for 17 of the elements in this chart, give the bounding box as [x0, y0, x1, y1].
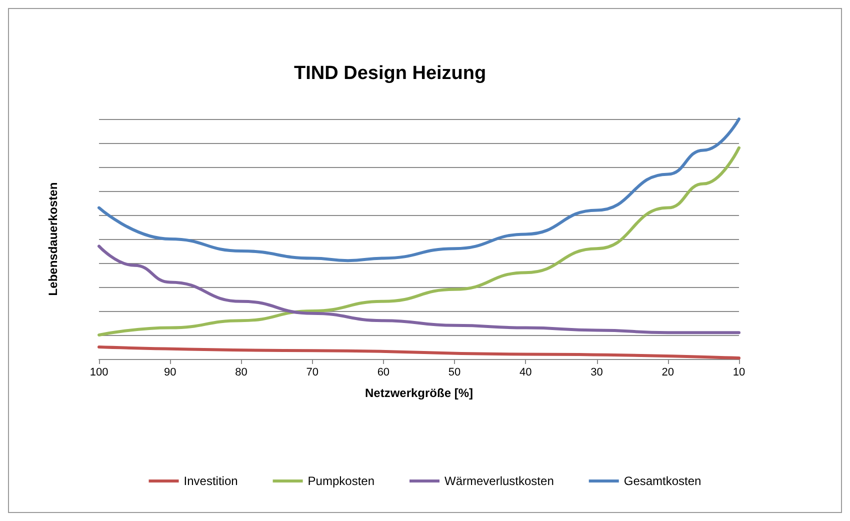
legend-label: Investition	[184, 474, 238, 488]
x-tick-label: 20	[662, 366, 674, 378]
y-axis-title: Lebensdauerkosten	[46, 182, 60, 296]
legend-label: Wärmeverlustkosten	[444, 474, 554, 488]
x-tick-label: 60	[377, 366, 390, 378]
legend-label: Pumpkosten	[308, 474, 374, 488]
x-tick-label: 50	[448, 366, 461, 378]
x-tick-label: 100	[90, 366, 108, 378]
x-tick-label: 30	[590, 366, 603, 378]
chart-title: TIND Design Heizung	[294, 63, 486, 84]
x-tick-label: 80	[235, 366, 248, 378]
x-tick-label: 90	[164, 366, 176, 378]
x-axis-title: Netzwerkgröße [%]	[364, 386, 474, 400]
x-tick-label: 40	[520, 366, 532, 378]
x-tick-label: 10	[732, 366, 746, 378]
x-tick-label: 70	[306, 366, 318, 378]
legend-label: Gesamtkosten	[624, 474, 702, 488]
